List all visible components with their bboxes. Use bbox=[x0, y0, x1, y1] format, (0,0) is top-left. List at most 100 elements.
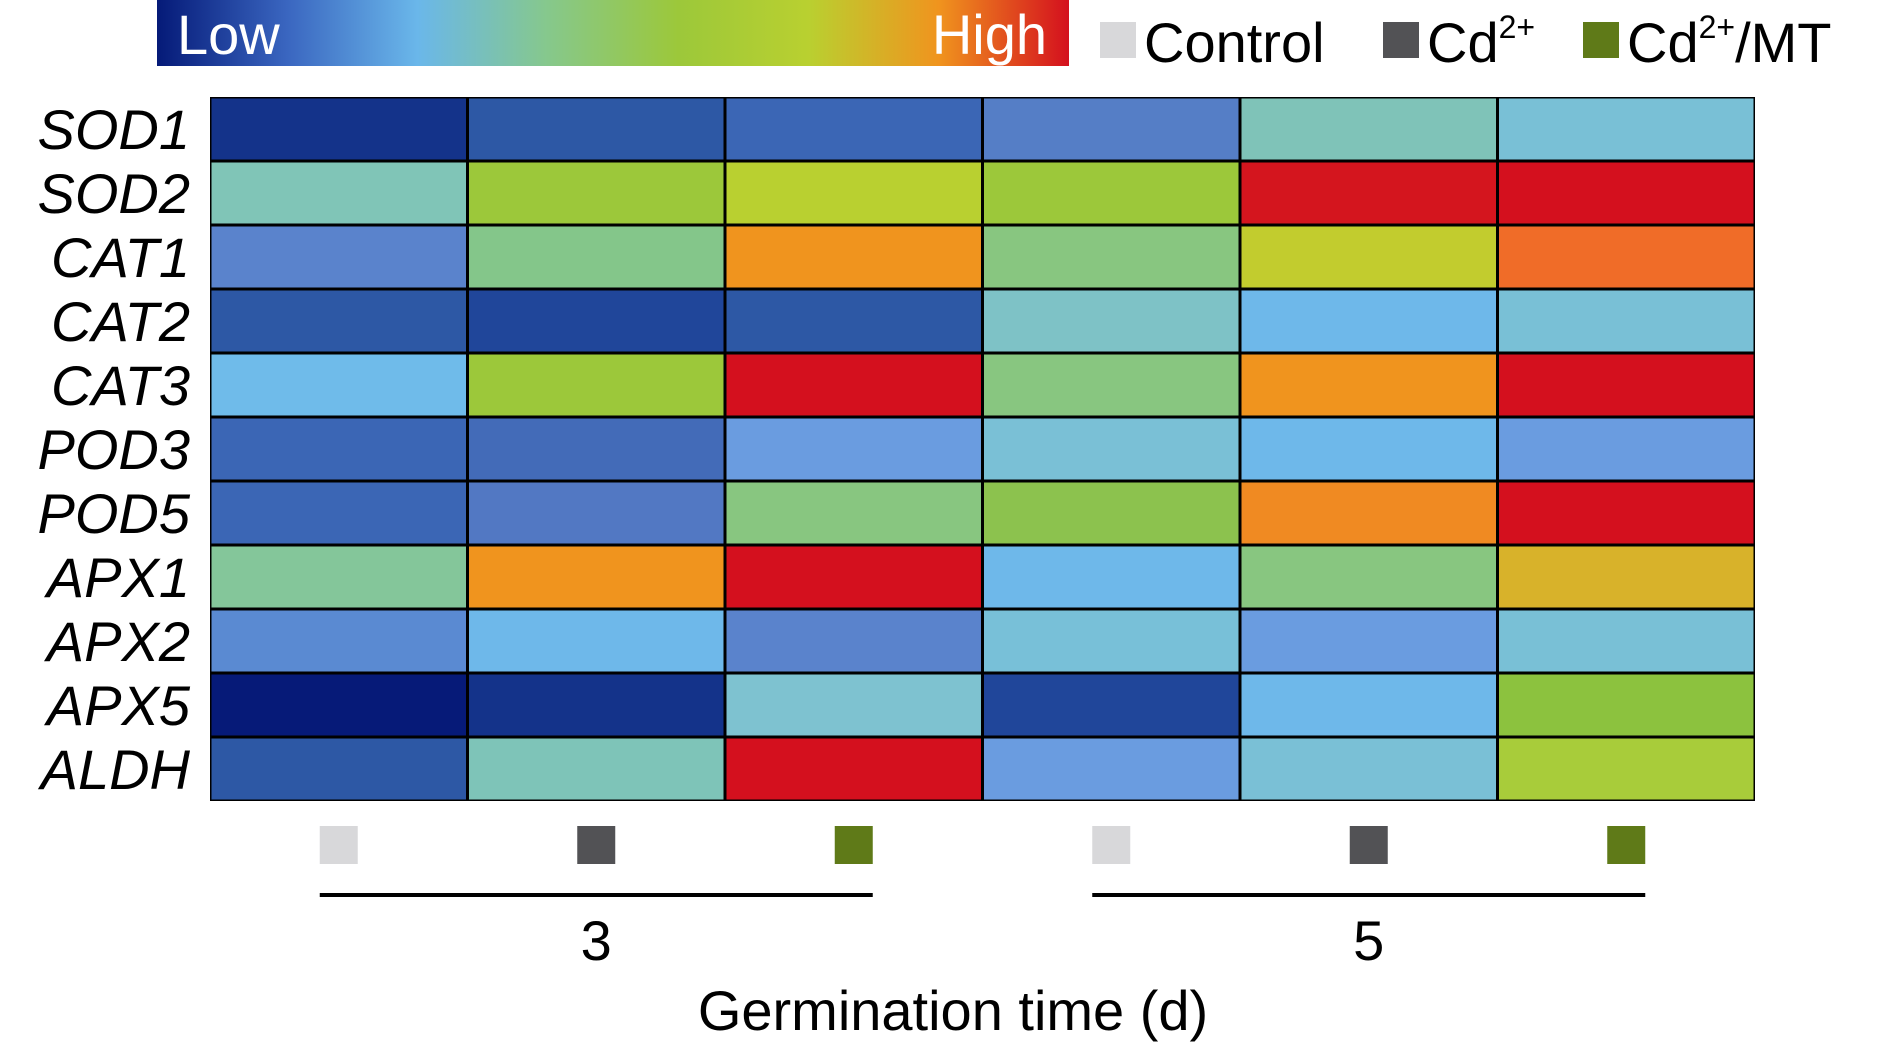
x-marker-5-control bbox=[1092, 826, 1131, 864]
x-marker-3-cd bbox=[577, 826, 616, 864]
row-label-sod1: SOD1 bbox=[38, 98, 191, 161]
heatmap-cell-pod3-5 bbox=[1241, 418, 1496, 480]
heatmap-cell-pod3-6 bbox=[1499, 418, 1754, 480]
row-label-cat3: CAT3 bbox=[51, 354, 190, 417]
row-label-sod2: SOD2 bbox=[38, 162, 191, 225]
heatmap-cell-cat2-4 bbox=[984, 290, 1239, 352]
heatmap-cell-pod5-2 bbox=[469, 482, 724, 544]
heatmap-cell-apx5-1 bbox=[211, 674, 466, 736]
heatmap-cell-aldh-5 bbox=[1241, 738, 1496, 800]
heatmap-cell-sod1-4 bbox=[984, 98, 1239, 160]
color-scale-low-label: Low bbox=[177, 3, 280, 66]
x-marker-3-cdmt bbox=[834, 826, 873, 864]
heatmap-cell-sod2-1 bbox=[211, 162, 466, 224]
heatmap-cell-sod2-5 bbox=[1241, 162, 1496, 224]
heatmap-cell-sod1-2 bbox=[469, 98, 724, 160]
time-group-label-3: 3 bbox=[581, 909, 612, 972]
heatmap-cell-apx5-4 bbox=[984, 674, 1239, 736]
row-label-apx1: APX1 bbox=[44, 546, 190, 609]
heatmap-cell-cat3-1 bbox=[211, 354, 466, 416]
legend-item-cd: Cd2+ bbox=[1383, 9, 1535, 74]
heatmap-cell-sod1-1 bbox=[211, 98, 466, 160]
time-group-5: 5 bbox=[1092, 893, 1646, 972]
heatmap-cell-pod3-4 bbox=[984, 418, 1239, 480]
row-label-aldh: ALDH bbox=[38, 738, 191, 801]
heatmap-cell-pod5-5 bbox=[1241, 482, 1496, 544]
heatmap-cell-aldh-6 bbox=[1499, 738, 1754, 800]
heatmap-border bbox=[210, 97, 1755, 801]
heatmap-cell-apx5-6 bbox=[1499, 674, 1754, 736]
legend-swatch-cd bbox=[1383, 22, 1419, 58]
x-axis-label: Germination time (d) bbox=[698, 979, 1208, 1042]
heatmap-cell-sod2-3 bbox=[726, 162, 981, 224]
heatmap-cell-apx2-3 bbox=[726, 610, 981, 672]
heatmap-cell-sod2-6 bbox=[1499, 162, 1754, 224]
heatmap-cell-pod5-1 bbox=[211, 482, 466, 544]
heatmap-cell-pod3-1 bbox=[211, 418, 466, 480]
heatmap-cell-cat1-3 bbox=[726, 226, 981, 288]
heatmap-cell-apx1-6 bbox=[1499, 546, 1754, 608]
heatmap-cell-sod2-4 bbox=[984, 162, 1239, 224]
heatmap-cell-cat1-4 bbox=[984, 226, 1239, 288]
heatmap-cell-apx5-2 bbox=[469, 674, 724, 736]
heatmap-cell-cat1-6 bbox=[1499, 226, 1754, 288]
heatmap-cells bbox=[210, 97, 1755, 801]
heatmap-cell-pod3-2 bbox=[469, 418, 724, 480]
heatmap-cell-cat2-5 bbox=[1241, 290, 1496, 352]
treatment-legend: Control Cd2+ Cd2+/MT bbox=[1100, 9, 1832, 74]
heatmap-cell-apx5-3 bbox=[726, 674, 981, 736]
legend-item-cdmt: Cd2+/MT bbox=[1583, 9, 1832, 74]
heatmap-cell-cat3-4 bbox=[984, 354, 1239, 416]
heatmap-cell-cat1-5 bbox=[1241, 226, 1496, 288]
row-label-pod5: POD5 bbox=[38, 482, 191, 545]
heatmap-cell-sod2-2 bbox=[469, 162, 724, 224]
heatmap-cell-apx2-4 bbox=[984, 610, 1239, 672]
heatmap-cell-pod5-6 bbox=[1499, 482, 1754, 544]
row-label-cat2: CAT2 bbox=[51, 290, 190, 353]
heatmap-cell-cat2-6 bbox=[1499, 290, 1754, 352]
heatmap-cell-aldh-2 bbox=[469, 738, 724, 800]
heatmap-cell-aldh-4 bbox=[984, 738, 1239, 800]
row-label-apx5: APX5 bbox=[44, 674, 191, 737]
x-marker-5-cdmt bbox=[1607, 826, 1646, 864]
heatmap-cell-cat2-1 bbox=[211, 290, 466, 352]
time-group-label-5: 5 bbox=[1353, 909, 1384, 972]
legend-label-control: Control bbox=[1144, 11, 1325, 74]
heatmap-cell-pod3-3 bbox=[726, 418, 981, 480]
heatmap-cell-apx1-2 bbox=[469, 546, 724, 608]
heatmap-cell-cat3-6 bbox=[1499, 354, 1754, 416]
heatmap-cell-apx2-5 bbox=[1241, 610, 1496, 672]
heatmap-cell-sod1-5 bbox=[1241, 98, 1496, 160]
heatmap-cell-cat2-3 bbox=[726, 290, 981, 352]
heatmap-cell-sod1-6 bbox=[1499, 98, 1754, 160]
heatmap-cell-apx2-1 bbox=[211, 610, 466, 672]
legend-item-control: Control bbox=[1100, 11, 1325, 74]
color-scale: Low High bbox=[157, 0, 1069, 66]
heatmap-cell-sod1-3 bbox=[726, 98, 981, 160]
heatmap-cell-cat3-2 bbox=[469, 354, 724, 416]
heatmap-cell-pod5-3 bbox=[726, 482, 981, 544]
heatmap-cell-cat1-2 bbox=[469, 226, 724, 288]
heatmap-cell-apx1-1 bbox=[211, 546, 466, 608]
heatmap-cell-cat2-2 bbox=[469, 290, 724, 352]
x-marker-3-control bbox=[319, 826, 358, 864]
row-labels: SOD1SOD2CAT1CAT2CAT3POD3POD5APX1APX2APX5… bbox=[38, 98, 191, 801]
legend-swatch-cdmt bbox=[1583, 22, 1619, 58]
row-label-pod3: POD3 bbox=[38, 418, 191, 481]
heatmap-cell-cat3-5 bbox=[1241, 354, 1496, 416]
row-label-cat1: CAT1 bbox=[51, 226, 190, 289]
heatmap-cell-apx1-3 bbox=[726, 546, 981, 608]
legend-swatch-control bbox=[1100, 22, 1136, 58]
heatmap-cell-apx2-6 bbox=[1499, 610, 1754, 672]
heatmap-cell-cat1-1 bbox=[211, 226, 466, 288]
legend-label-cd: Cd2+ bbox=[1427, 9, 1535, 74]
legend-label-cdmt: Cd2+/MT bbox=[1627, 9, 1832, 74]
heatmap-cell-pod5-4 bbox=[984, 482, 1239, 544]
color-scale-bar bbox=[157, 0, 1069, 66]
heatmap-cell-aldh-3 bbox=[726, 738, 981, 800]
heatmap-cell-apx5-5 bbox=[1241, 674, 1496, 736]
heatmap-cell-aldh-1 bbox=[211, 738, 466, 800]
heatmap-cell-cat3-3 bbox=[726, 354, 981, 416]
